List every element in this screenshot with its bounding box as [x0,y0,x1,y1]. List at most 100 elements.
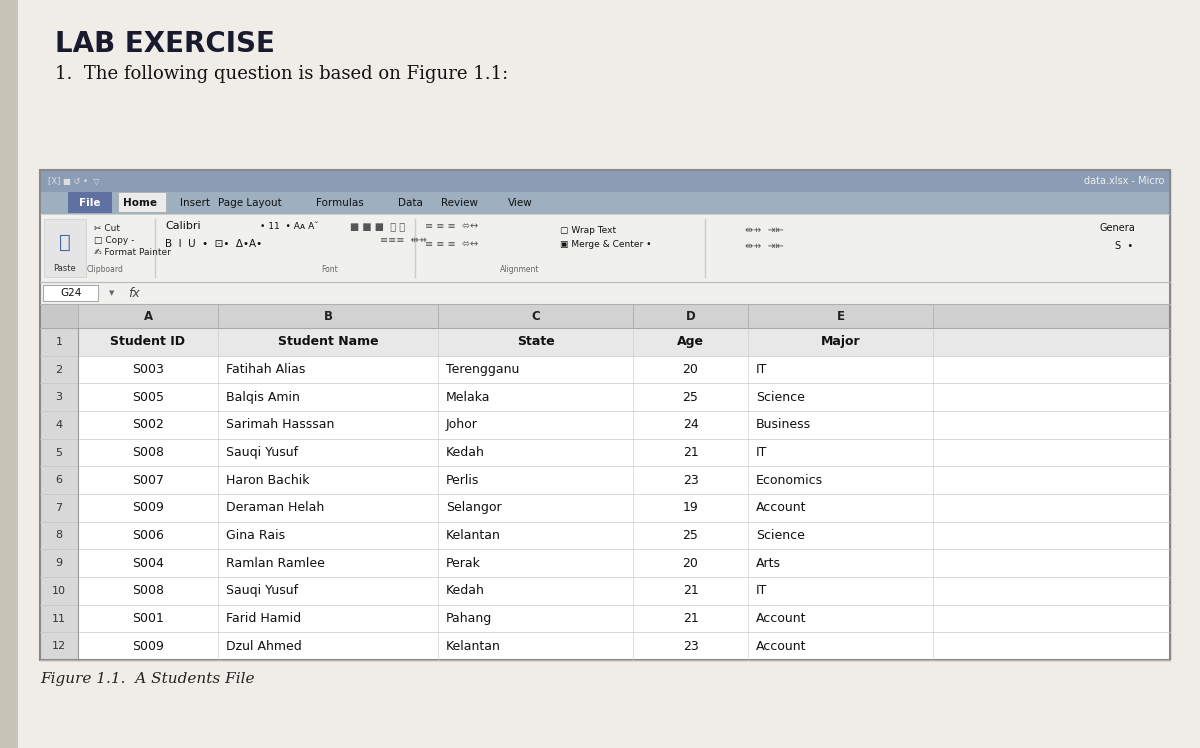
Text: S005: S005 [132,390,164,404]
Text: 7: 7 [55,503,62,513]
Text: ▣ Merge & Center •: ▣ Merge & Center • [560,239,652,248]
Text: 21: 21 [683,584,698,598]
Text: ≡≡≡  ⇹⇸: ≡≡≡ ⇹⇸ [380,235,427,245]
Text: 11: 11 [52,613,66,624]
Bar [40,304,1170,328]
Text: ≡ ≡ ≡  ⬄↔: ≡ ≡ ≡ ⬄↔ [425,239,478,249]
Text: 24: 24 [683,418,698,432]
Text: Age: Age [677,335,704,349]
Text: Terengganu: Terengganu [446,363,520,376]
Text: Sauqi Yusuf: Sauqi Yusuf [226,584,298,598]
Text: ⇹⇸  ⇥⇤: ⇹⇸ ⇥⇤ [745,241,784,251]
Text: IT: IT [756,363,767,376]
Text: B  I  U  •  ⊡•  Δ•A•: B I U • ⊡• Δ•A• [166,239,262,249]
Bar [40,549,78,577]
Text: Arts: Arts [756,557,781,570]
Text: Dzul Ahmed: Dzul Ahmed [226,640,301,653]
Text: Fatihah Alias: Fatihah Alias [226,363,305,376]
Bar [634,304,748,328]
Text: Kelantan: Kelantan [446,640,500,653]
Text: S009: S009 [132,501,164,515]
Text: Calibri: Calibri [166,221,200,231]
Text: [X] ■ ↺ •  ▽: [X] ■ ↺ • ▽ [48,177,100,186]
Text: Business: Business [756,418,811,432]
Text: S  •: S • [1115,241,1133,251]
Text: 5: 5 [55,447,62,458]
Text: ✂ Cut: ✂ Cut [94,224,120,233]
Bar [40,170,1170,660]
Text: Clipboard: Clipboard [86,265,124,274]
Text: 19: 19 [683,501,698,515]
Text: Major: Major [821,335,860,349]
Text: S008: S008 [132,446,164,459]
Text: Student Name: Student Name [277,335,378,349]
Text: Font: Font [322,265,338,274]
Text: 1.  The following question is based on Figure 1.1:: 1. The following question is based on Fi… [55,65,509,83]
Bar [40,604,1170,632]
Text: 20: 20 [683,557,698,570]
Bar [78,304,218,328]
Text: Review: Review [442,198,479,208]
Bar [40,192,1170,214]
Text: S006: S006 [132,529,164,542]
Text: 20: 20 [683,363,698,376]
Text: IT: IT [756,446,767,459]
Bar [40,355,78,383]
Bar [40,577,78,604]
Text: Home: Home [124,198,157,208]
Bar [748,304,934,328]
Bar [40,383,78,411]
Bar [43,285,98,301]
Text: S007: S007 [132,473,164,487]
Text: Perlis: Perlis [446,473,479,487]
Text: 8: 8 [55,530,62,541]
Text: Account: Account [756,501,806,515]
Text: Kedah: Kedah [446,584,485,598]
Text: 4: 4 [55,420,62,430]
Text: D: D [685,310,695,322]
Bar [44,219,86,277]
Bar [40,632,78,660]
Text: Sarimah Hasssan: Sarimah Hasssan [226,418,335,432]
Text: Farid Hamid: Farid Hamid [226,612,301,625]
Text: Melaka: Melaka [446,390,491,404]
Bar [40,411,78,438]
Bar [40,577,1170,604]
Text: State: State [517,335,554,349]
Bar [40,632,1170,660]
Text: ■ ■ ■  ⧗ ⧖: ■ ■ ■ ⧗ ⧖ [350,221,406,231]
Text: S004: S004 [132,557,164,570]
Bar [40,438,78,466]
Bar [40,304,78,328]
Bar [40,549,1170,577]
Bar [68,192,112,213]
Bar [40,411,1170,438]
Text: Haron Bachik: Haron Bachik [226,473,310,487]
Text: □ Copy -: □ Copy - [94,236,134,245]
Text: S003: S003 [132,363,164,376]
Bar [40,494,1170,521]
Text: Ramlan Ramlee: Ramlan Ramlee [226,557,325,570]
Text: Student ID: Student ID [110,335,186,349]
Text: Genera: Genera [1100,223,1135,233]
Text: Figure 1.1.  A Students File: Figure 1.1. A Students File [40,672,254,686]
Text: • 11  • Aᴀ Aˇ: • 11 • Aᴀ Aˇ [260,221,319,230]
Bar [40,604,78,632]
Text: S001: S001 [132,612,164,625]
Text: Kedah: Kedah [446,446,485,459]
Text: B: B [324,310,332,322]
Text: ⧉: ⧉ [59,233,71,251]
Bar [40,328,1170,355]
Bar [40,438,1170,466]
Bar [40,521,78,549]
Text: Economics: Economics [756,473,823,487]
Text: 23: 23 [683,640,698,653]
Text: ✍ Format Painter: ✍ Format Painter [94,248,170,257]
Text: S002: S002 [132,418,164,432]
Bar [40,304,1170,660]
Text: E: E [836,310,845,322]
Bar [40,214,1170,282]
Text: 23: 23 [683,473,698,487]
Text: 2: 2 [55,364,62,375]
Text: A: A [144,310,152,322]
